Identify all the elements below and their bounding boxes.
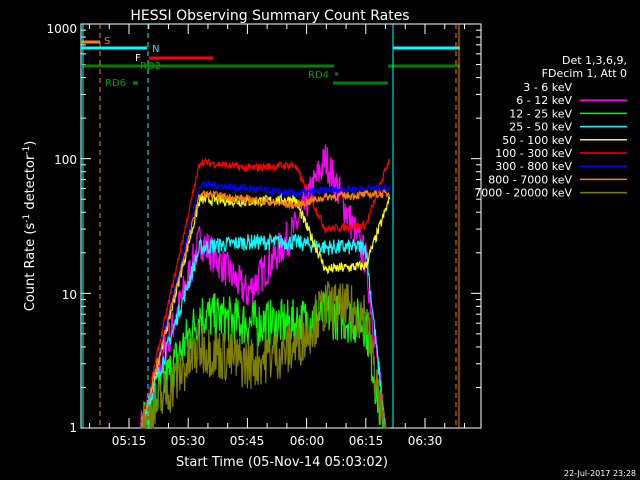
flag-label-rd2: RD2 <box>140 61 161 72</box>
legend-label: 300 - 800 keV <box>495 160 572 173</box>
flag-label-f: F <box>135 53 141 64</box>
footer-date: 22-Jul-2017 23:28 <box>564 469 636 478</box>
x-axis-label: Start Time (05-Nov-14 05:03:02) <box>176 455 388 470</box>
legend-label: 12 - 25 keV <box>509 107 572 120</box>
chart-title: HESSI Observing Summary Count Rates <box>130 8 409 24</box>
x-tick-0630: 06:30 <box>408 434 443 448</box>
legend-label: 800 - 7000 keV <box>488 173 572 186</box>
y-axis-label: Count Rate (s-1 detector-1) <box>22 141 38 312</box>
y-tick-10: 10 <box>62 288 77 302</box>
x-tick-0530: 05:30 <box>171 434 206 448</box>
x-tick-0600: 06:00 <box>290 434 325 448</box>
flag-label-rd6: RD6 <box>105 78 126 89</box>
series-line-6-12keV <box>140 144 390 429</box>
flag-label-s: S <box>104 36 110 47</box>
series-layer <box>140 144 391 429</box>
legend-label: 25 - 50 keV <box>509 121 572 134</box>
series-line-25-50keV <box>140 232 390 429</box>
y-tick-1000: 1000 <box>46 22 77 36</box>
legend-label: 3 - 6 keV <box>523 81 572 94</box>
y-ticks <box>81 29 481 429</box>
series-line-100-300keV <box>140 156 391 429</box>
legend-label: 6 - 12 keV <box>516 94 572 107</box>
x-tick-0545: 05:45 <box>230 434 265 448</box>
plot-frame <box>80 23 482 429</box>
series-line-7000-20000keV <box>140 281 390 429</box>
x-tick-0615: 06:15 <box>349 434 384 448</box>
flag-label-n: N <box>152 44 159 55</box>
y-tick-1: 1 <box>69 421 77 435</box>
series-line-300-800keV <box>140 180 391 429</box>
flag-bars: S N F RD6 RD2 RD4 <box>81 24 460 428</box>
x-tick-labels: 05:15 05:30 05:45 06:00 06:15 06:30 <box>112 434 443 448</box>
legend-label: 7000 - 20000 keV <box>474 187 572 200</box>
legend-label: 100 - 300 keV <box>495 147 572 160</box>
x-tick-0515: 05:15 <box>112 434 147 448</box>
legend: Det 1,3,6,9, FDecim 1, Att 0 3 - 6 keV6 … <box>474 54 627 200</box>
legend-label: 50 - 100 keV <box>502 134 572 147</box>
legend-header-2: FDecim 1, Att 0 <box>542 67 627 80</box>
legend-header-1: Det 1,3,6,9, <box>562 54 627 67</box>
y-tick-labels: 1000 100 10 1 <box>46 22 77 435</box>
flag-label-rd4: RD4 <box>308 70 329 81</box>
series-line-800-7000keV <box>140 189 391 429</box>
y-tick-100: 100 <box>54 153 77 167</box>
series-line-50-100keV <box>140 192 391 426</box>
